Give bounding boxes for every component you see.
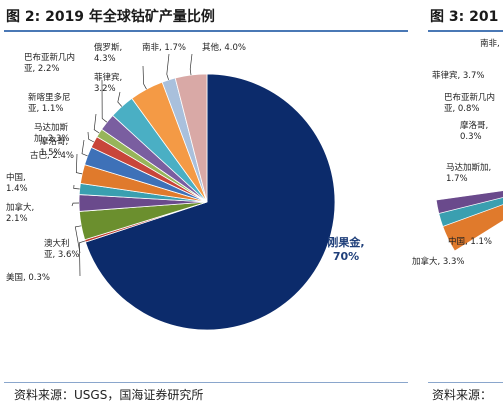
figure-3-source: 资料来源： (432, 388, 493, 402)
leader-line-10 (117, 91, 123, 107)
figure-3-slice-2 (435, 190, 503, 214)
leader-line-13 (189, 53, 193, 76)
figure-3-label-5: 中国, 1.1% (448, 236, 492, 247)
slice-label-2: 澳大利亚, 3.6% (44, 238, 80, 260)
slice-label-11: 俄罗斯, 4.3% (94, 42, 122, 64)
leader-line-7 (87, 131, 95, 143)
figure-3-label-6: 加拿大, 3.3% (412, 256, 465, 267)
source-rule-left (4, 382, 408, 383)
slice-label-9: 巴布亚新几内亚, 2.2% (24, 52, 75, 74)
slice-label-7: 摩洛哥, 1.5% (40, 136, 68, 158)
slice-label-0: 刚果金, 70% (327, 235, 364, 263)
figure-3-title: 图 3: 201 (430, 9, 499, 25)
figure-3-label-1: 菲律宾, 3.7% (432, 70, 485, 81)
figure-3-label-0: 南非, (480, 38, 500, 49)
cobalt-production-pie-chart: 刚果金, 70% 美国, 0.3% 澳大利亚, 3.6% 加拿大, 2.1% 中国, 1.4%… (6, 42, 365, 331)
figure-2-title: 图 2: 2019 年全球钴矿产量比例 (6, 9, 215, 25)
leader-line-11 (142, 65, 147, 90)
figure-3-pie-chart-cropped: 南非, 菲律宾, 3.7% 巴布亚新几内亚, 0.8% 摩洛哥, 0.3% 马达加斯加, 1… (412, 38, 503, 267)
slice-label-13: 其他, 4.0% (202, 42, 246, 53)
slice-label-1: 美国, 0.3% (6, 272, 50, 283)
leader-line-3 (71, 202, 80, 207)
pie-slice-13 (174, 73, 208, 203)
slice-label-3: 加拿大, 2.1% (6, 202, 34, 224)
title-rule-right (428, 30, 503, 32)
title-rule-left (4, 30, 408, 32)
source-rule-right (428, 382, 503, 383)
leader-line-1 (79, 240, 86, 277)
leader-line-9 (101, 79, 108, 123)
leader-line-4 (73, 184, 80, 190)
leader-line-5 (75, 153, 83, 175)
leader-line-6 (81, 139, 88, 157)
slice-label-5: 古巴, 2.4% (30, 150, 74, 161)
leader-line-8 (93, 113, 100, 134)
pie-slice-0 (84, 73, 336, 331)
figure-3-label-4: 马达加斯加, 1.7% (446, 162, 491, 184)
slice-label-10: 菲律宾, 3.2% (94, 72, 122, 94)
leader-line-2 (74, 225, 82, 254)
slice-label-12: 南非, 1.7% (142, 42, 186, 53)
slice-label-8: 新喀里多尼亚, 1.1% (28, 92, 71, 114)
slice-label-6: 马达加斯加, 2.3% (34, 122, 70, 144)
figure-2-source: 资料来源：USGS，国海证券研究所 (14, 388, 204, 402)
figure-3-label-2: 巴布亚新几内亚, 0.8% (444, 92, 495, 114)
figure-3-label-3: 摩洛哥, 0.3% (460, 120, 488, 142)
leader-line-12 (166, 53, 170, 81)
slice-label-4: 中国, 1.4% (6, 172, 28, 194)
